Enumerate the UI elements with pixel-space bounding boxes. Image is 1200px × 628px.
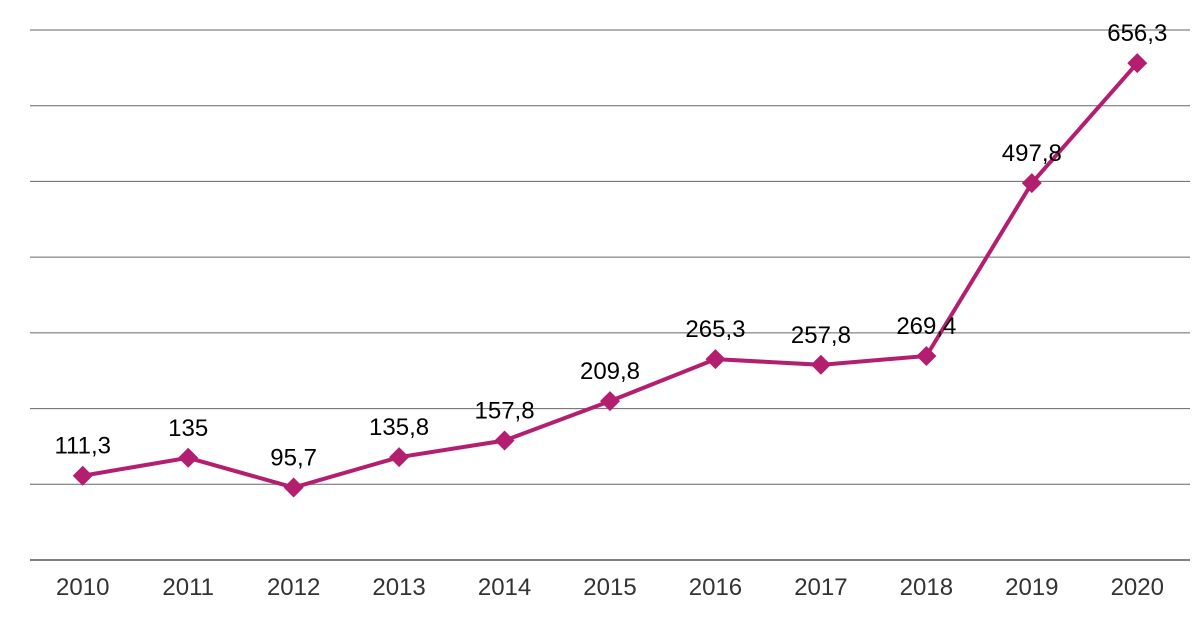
x-axis-label: 2013 (372, 574, 425, 601)
data-label: 135 (168, 415, 208, 442)
data-label: 269,4 (896, 313, 956, 340)
data-label: 656,3 (1107, 20, 1167, 47)
data-label: 157,8 (475, 398, 535, 425)
x-axis-label: 2017 (794, 574, 847, 601)
line-chart: 2010 2011 2012 2013 2014 2015 2016 2017 2018 2019… (0, 0, 1200, 628)
data-label: 257,8 (791, 322, 851, 349)
x-axis-label: 2020 (1111, 574, 1164, 601)
chart-background (0, 0, 1200, 628)
data-label: 265,3 (685, 316, 745, 343)
data-label: 95,7 (270, 445, 317, 472)
x-axis-label: 2016 (689, 574, 742, 601)
x-axis-label: 2015 (583, 574, 636, 601)
chart-svg: 2010 2011 2012 2013 2014 2015 2016 2017 2018 2019… (0, 0, 1200, 628)
data-label: 209,8 (580, 358, 640, 385)
data-label: 111,3 (54, 433, 111, 460)
data-label: 497,8 (1002, 140, 1062, 167)
x-axis-label: 2014 (478, 574, 531, 601)
x-axis-label: 2018 (900, 574, 953, 601)
x-axis-label: 2019 (1005, 574, 1058, 601)
x-axis-label: 2010 (56, 574, 109, 601)
data-label: 135,8 (369, 414, 429, 441)
x-axis-label: 2011 (162, 574, 214, 601)
x-axis-label: 2012 (267, 574, 320, 601)
